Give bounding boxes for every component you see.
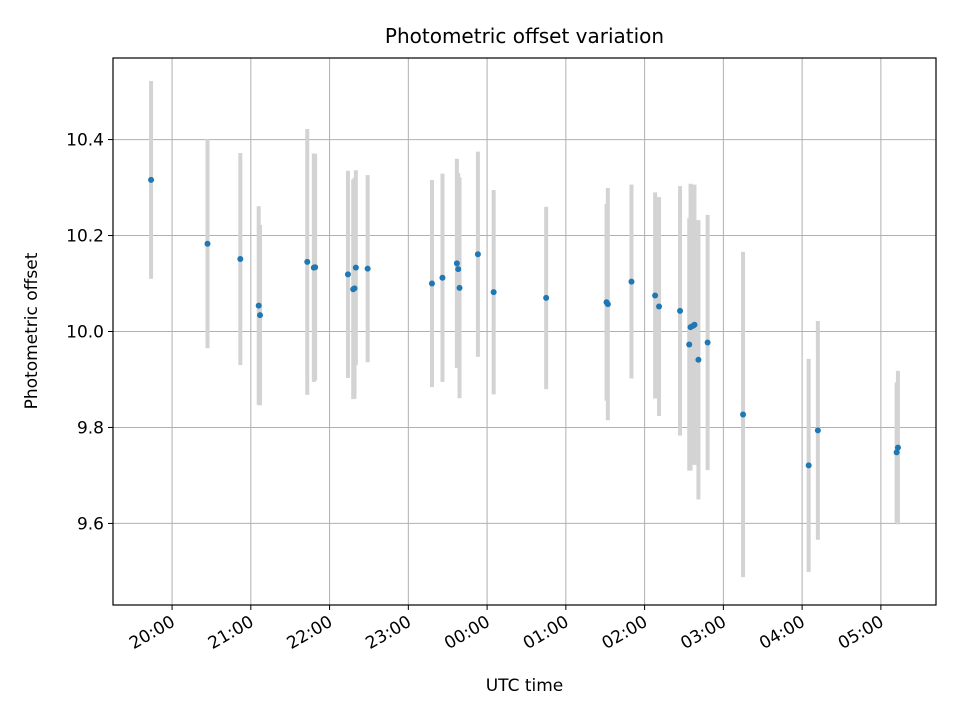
data-point bbox=[428, 280, 435, 287]
data-point bbox=[312, 264, 319, 271]
y-axis-title: Photometric offset bbox=[22, 252, 42, 409]
data-point bbox=[652, 292, 659, 299]
data-point bbox=[691, 321, 698, 328]
y-tick-label: 10.2 bbox=[66, 227, 104, 247]
data-point bbox=[453, 260, 460, 267]
data-point bbox=[344, 271, 351, 278]
data-point bbox=[456, 284, 463, 291]
markers bbox=[148, 176, 901, 469]
data-point bbox=[455, 266, 462, 273]
y-tick-label: 10.4 bbox=[66, 131, 104, 151]
y-axis: 9.6 9.8 10.0 10.2 10.4 bbox=[66, 131, 113, 534]
data-point bbox=[805, 462, 812, 469]
chart-title: Photometric offset variation bbox=[385, 24, 664, 48]
y-tick-label: 10.0 bbox=[66, 323, 104, 343]
data-point bbox=[677, 307, 684, 314]
data-point bbox=[237, 256, 244, 263]
data-point bbox=[148, 176, 155, 183]
y-tick-label: 9.6 bbox=[77, 514, 104, 534]
data-point bbox=[490, 289, 497, 296]
data-point bbox=[255, 302, 262, 309]
data-point bbox=[893, 449, 900, 456]
data-point bbox=[604, 301, 611, 308]
data-point bbox=[814, 427, 821, 434]
data-point bbox=[364, 265, 371, 272]
data-point bbox=[474, 251, 481, 258]
data-point bbox=[686, 341, 693, 348]
data-point bbox=[628, 278, 635, 285]
data-point bbox=[704, 339, 711, 346]
data-point bbox=[351, 285, 358, 292]
data-point bbox=[439, 274, 446, 281]
data-point bbox=[352, 264, 359, 271]
data-point bbox=[304, 258, 311, 265]
data-point bbox=[543, 294, 550, 301]
data-point bbox=[204, 240, 211, 247]
y-tick-label: 9.8 bbox=[77, 418, 104, 438]
x-axis-title: UTC time bbox=[486, 676, 564, 696]
data-point bbox=[894, 444, 901, 451]
data-point bbox=[695, 356, 702, 363]
grid bbox=[113, 58, 936, 605]
data-point bbox=[740, 411, 747, 418]
data-point bbox=[656, 303, 663, 310]
data-point bbox=[257, 312, 264, 319]
